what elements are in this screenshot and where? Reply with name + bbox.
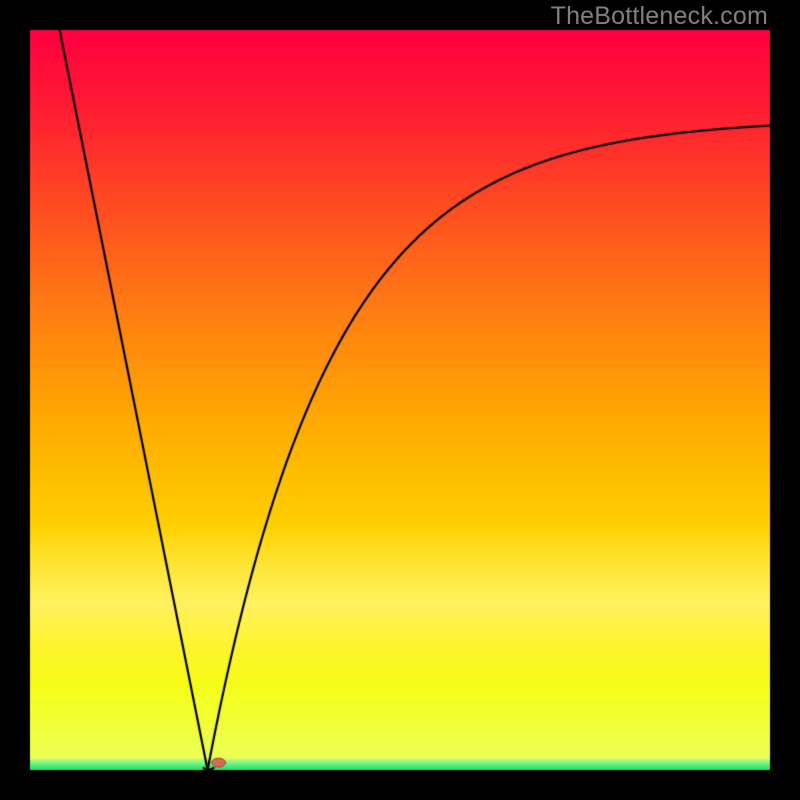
chart-curve-layer bbox=[0, 0, 800, 800]
chart-root: TheBottleneck.com bbox=[0, 0, 800, 800]
watermark-text: TheBottleneck.com bbox=[551, 2, 768, 31]
